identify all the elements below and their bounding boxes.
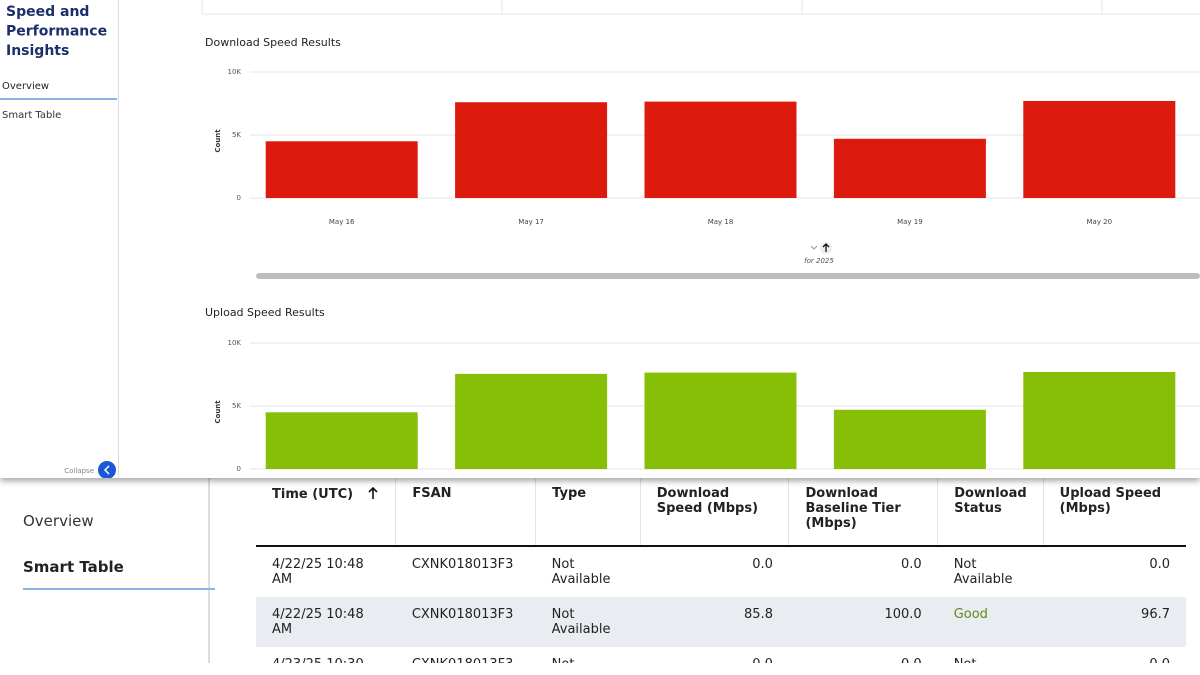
bar (1023, 100, 1176, 198)
bar (644, 372, 797, 469)
table-cell: Not Available (551, 557, 611, 587)
column-header[interactable]: Type (535, 478, 641, 547)
y-tick-label: 5K (232, 131, 241, 139)
bar (265, 141, 418, 198)
sort-icon (822, 243, 830, 252)
collapse-label[interactable]: Collapse (64, 467, 94, 475)
x-tick-label: May 17 (518, 218, 544, 226)
column-header[interactable]: Download Speed (Mbps) (639, 478, 789, 547)
table-cell: CXNK018013F3 (411, 557, 514, 572)
column-header[interactable]: Time (UTC) (256, 478, 396, 547)
table-cell: 100.0 (788, 597, 938, 647)
sidebar-title: Speed and Performance Insights (6, 4, 107, 59)
header-text: Download Speed (Mbps) (656, 486, 759, 516)
header-text: Time (UTC) (272, 487, 354, 502)
bar (455, 102, 608, 198)
nav-item[interactable]: Smart Table (23, 558, 124, 576)
collapse-button[interactable] (98, 461, 116, 479)
x-tick-label: May 20 (1086, 218, 1112, 226)
chart-title: Upload Speed Results (205, 306, 325, 319)
nav-item[interactable]: Overview (2, 81, 49, 92)
y-tick-label: 10K (228, 339, 242, 347)
column-header[interactable]: Download Baseline Tier (Mbps) (788, 478, 938, 547)
y-tick-label: 5K (232, 402, 241, 410)
chart: Download Speed Results Count 0 5K 10K May 16 M… (205, 36, 1200, 265)
bar (455, 373, 608, 469)
chart: Upload Speed Results Count 0 5K 10K (205, 306, 1200, 473)
header-text: FSAN (412, 486, 452, 501)
header-text: Download Baseline Tier (Mbps) (805, 486, 901, 531)
card-dividers (201, 0, 1200, 15)
table-cell: 0.0 (1043, 647, 1186, 663)
bar (1023, 371, 1176, 469)
table-cell: CXNK018013F3 (396, 647, 536, 663)
header-text: Type (552, 486, 587, 501)
sort-arrow[interactable] (367, 486, 379, 500)
dropdown-icon[interactable] (810, 245, 818, 250)
y-tick-label: 10K (228, 68, 242, 76)
y-tick-label: 0 (237, 465, 241, 473)
table-cell: 0.0 (752, 557, 773, 572)
y-axis-label: Count (214, 400, 222, 424)
overview-svg: Speed and Performance Insights Overview Sm… (0, 0, 1200, 479)
table-row: 4/22/25 10:48 AM CXNK018013F3 Not Availabl… (256, 546, 1186, 597)
table-cell: 0.0 (640, 647, 789, 663)
column-header[interactable]: Download Status (937, 478, 1044, 547)
x-tick-label: May 16 (329, 218, 355, 226)
nav-underline (23, 588, 215, 590)
table-cell: Not Available (535, 597, 641, 647)
table-cell: CXNK018013F3 (395, 597, 536, 647)
table-cell: Not Available (536, 647, 641, 663)
table-cell: 96.7 (1043, 597, 1186, 647)
smart-table: Time (UTC) FSAN Type Download Speed (Mbps) D… (256, 478, 1200, 663)
table-cell: 4/22/25 10:48 AM (256, 597, 396, 647)
table-row: 4/22/25 10:48 AM CXNK018013F3 Not Availabl… (256, 597, 1186, 647)
nav-item[interactable]: Overview (23, 512, 94, 530)
y-axis-label: Count (214, 129, 222, 153)
table-cell: 0.0 (901, 557, 922, 572)
collapse-icon (103, 465, 110, 475)
bar (644, 101, 797, 198)
table-cell: 4/22/25 10:48 AM (272, 557, 364, 587)
nav-item[interactable]: Smart Table (2, 110, 61, 121)
bar (833, 138, 986, 198)
x-tick-label: May 18 (708, 218, 734, 226)
table-cell: Not Available (953, 557, 1013, 587)
table: Time (UTC) FSAN Type Download Speed (Mbps) D… (256, 478, 1186, 663)
sidebar (0, 0, 118, 478)
table-cell: Good (937, 597, 1044, 647)
table-cell: 0.0 (1149, 557, 1170, 572)
header-text: Upload Speed (Mbps) (1059, 486, 1162, 516)
x-tick-label: May 19 (897, 218, 923, 226)
back-sidebar: Overview Smart Table (0, 478, 215, 663)
header-text: Download Status (954, 486, 1027, 516)
chart-title: Download Speed Results (205, 36, 341, 49)
table-cell: 0.0 (789, 647, 938, 663)
overview-panel: Speed and Performance Insights Overview Sm… (0, 0, 1200, 479)
column-header[interactable]: FSAN (395, 478, 536, 547)
x-axis-label: for 2025 (804, 257, 834, 265)
table-cell: 85.8 (640, 597, 789, 647)
table-cell: Not Available (938, 647, 1043, 663)
bar (833, 409, 986, 469)
column-header[interactable]: Upload Speed (Mbps) (1042, 478, 1186, 547)
bar (265, 412, 418, 469)
table-cell: 4/23/25 10:30 AM (256, 647, 396, 663)
scrollbar[interactable] (256, 273, 1200, 279)
y-tick-label: 0 (237, 194, 241, 202)
